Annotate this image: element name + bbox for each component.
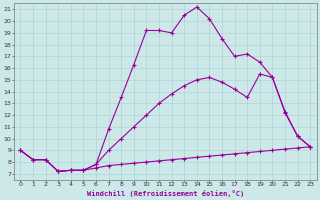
X-axis label: Windchill (Refroidissement éolien,°C): Windchill (Refroidissement éolien,°C)	[87, 190, 244, 197]
